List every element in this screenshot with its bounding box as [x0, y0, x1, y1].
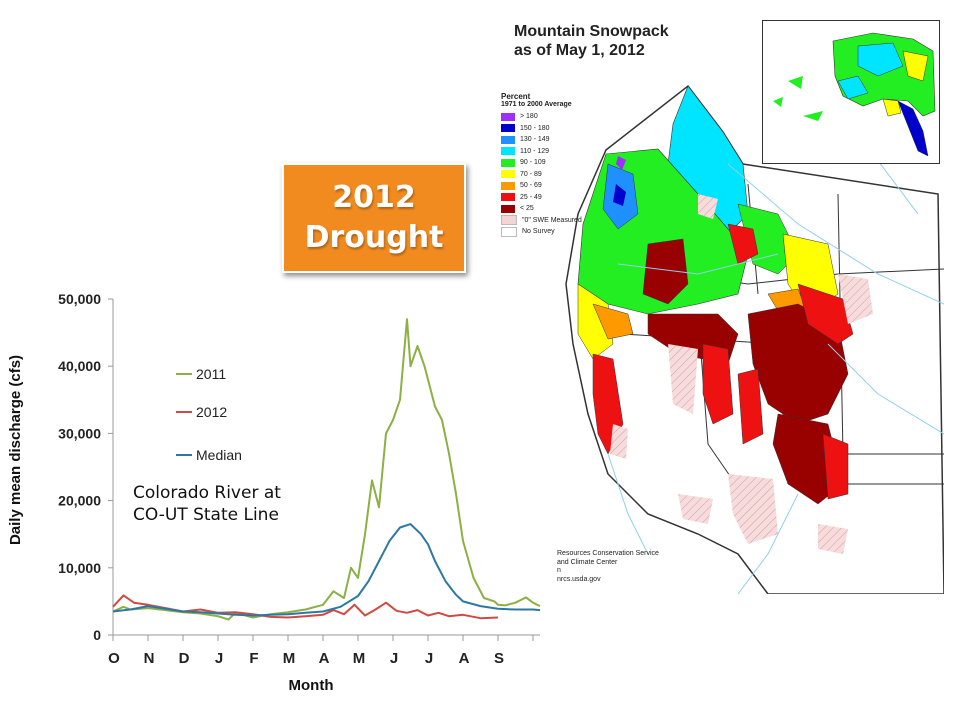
map-legend-swatch: [501, 193, 515, 202]
map-legend-label: 110 - 129: [520, 147, 550, 155]
y-tick-label: 10,000: [58, 560, 101, 576]
map-legend-swatch: [501, 204, 515, 213]
map-legend-swatch: [501, 124, 515, 133]
map-legend-label: 25 - 49: [520, 193, 542, 201]
badge-year: 2012: [332, 180, 416, 215]
legend-label: 2012: [196, 404, 227, 420]
legend-label: Median: [196, 447, 242, 463]
x-tick-label: M: [283, 650, 296, 667]
map-legend-item: No Survey: [501, 226, 601, 238]
x-axis-label: Month: [289, 677, 334, 694]
map-legend-label: 70 - 89: [520, 170, 542, 178]
map-legend-swatch: [501, 112, 515, 121]
x-tick-label: A: [319, 650, 330, 667]
series-line-2012: [112, 594, 499, 620]
credit-line2: and Climate Center: [557, 558, 618, 566]
map-legend-item: < 25: [501, 203, 601, 215]
map-legend-swatch: [501, 135, 515, 144]
drought-badge: 2012 Drought: [282, 163, 466, 273]
map-legend-label: < 25: [520, 205, 534, 213]
y-tick-label: 30,000: [58, 425, 101, 441]
credit-line3: n: [557, 567, 561, 574]
map-legend-swatch: [501, 215, 517, 226]
x-tick-label: A: [459, 650, 470, 667]
alaska-graphic: [773, 32, 936, 157]
chart-axes: 0 10,000 20,000 30,000 40,000 50,000 O N D J F M A M J…: [58, 291, 540, 667]
map-title-line1: Mountain Snowpack: [514, 23, 669, 40]
map-legend-swatch: [501, 181, 515, 190]
y-tick-label: 20,000: [58, 493, 101, 509]
map-legend-label: "0" SWE Measured: [522, 216, 582, 224]
x-tick-label: J: [425, 650, 433, 667]
map-title: Mountain Snowpack as of May 1, 2012: [514, 22, 669, 60]
credit-line4: nrcs.usda.gov: [557, 575, 601, 583]
x-tick-label: D: [179, 650, 190, 667]
x-tick-label: J: [390, 650, 398, 667]
series-line-2011: [112, 318, 541, 621]
x-tick-label: J: [215, 650, 223, 667]
x-tick-label: N: [144, 650, 155, 667]
river-label: Colorado River at CO-UT State Line: [133, 482, 281, 526]
map-legend-label: 90 - 109: [520, 159, 546, 167]
map-title-line2: as of May 1, 2012: [514, 42, 645, 59]
badge-text: Drought: [304, 220, 444, 255]
river-label-line1: Colorado River at: [133, 483, 281, 503]
y-axis-label: Daily mean discharge (cfs): [7, 355, 24, 545]
map-legend-title: Percent: [501, 92, 531, 101]
map-legend-swatch: [501, 147, 515, 156]
map-legend-item: 130 - 149: [501, 134, 601, 146]
map-legend-label: 50 - 69: [520, 182, 542, 190]
map-legend-label: No Survey: [522, 228, 555, 236]
snowpack-map: Mountain Snowpack as of May 1, 2012 Perc…: [498, 14, 944, 594]
x-tick-label: O: [108, 650, 120, 667]
map-legend-swatch: [501, 170, 515, 179]
y-tick-label: 50,000: [58, 291, 101, 307]
x-tick-label: S: [494, 650, 504, 667]
river-label-line2: CO-UT State Line: [133, 505, 279, 525]
map-legend-label: 130 - 149: [520, 136, 550, 144]
x-tick-label: F: [249, 650, 258, 667]
chart-legend: 2011 2012 Median: [176, 366, 242, 463]
map-legend-item: 150 - 180: [501, 123, 601, 135]
credit-line1: Resources Conservation Service: [557, 550, 659, 557]
map-legend-item: "0" SWE Measured: [501, 215, 601, 227]
map-legend-item: 25 - 49: [501, 192, 601, 204]
legend-label: 2011: [196, 366, 226, 382]
snowpack-map-graphic: [565, 84, 944, 594]
map-legend-item: 90 - 109: [501, 157, 601, 169]
map-legend-swatch: [501, 226, 517, 237]
rivers: [607, 133, 944, 594]
map-legend-item: 50 - 69: [501, 180, 601, 192]
y-tick-label: 0: [93, 627, 101, 643]
map-legend-item: 70 - 89: [501, 169, 601, 181]
chart-series: [112, 318, 541, 621]
y-tick-label: 40,000: [58, 358, 101, 374]
map-legend-label: > 180: [520, 113, 538, 121]
map-legend-subtitle: 1971 to 2000 Average: [501, 101, 572, 108]
series-line-median: [112, 523, 541, 617]
map-legend: Percent 1971 to 2000 Average > 180 150 - …: [501, 92, 601, 238]
map-legend-item: > 180: [501, 111, 601, 123]
x-tick-label: M: [353, 650, 366, 667]
map-legend-swatch: [501, 158, 515, 167]
map-credit: Resources Conservation Service and Clima…: [557, 550, 659, 584]
alaska-inset-map: [762, 20, 940, 164]
discharge-chart: 0 10,000 20,000 30,000 40,000 50,000 O N D J F M A M J…: [7, 291, 541, 694]
map-legend-item: 110 - 129: [501, 146, 601, 158]
map-legend-label: 150 - 180: [520, 124, 550, 132]
